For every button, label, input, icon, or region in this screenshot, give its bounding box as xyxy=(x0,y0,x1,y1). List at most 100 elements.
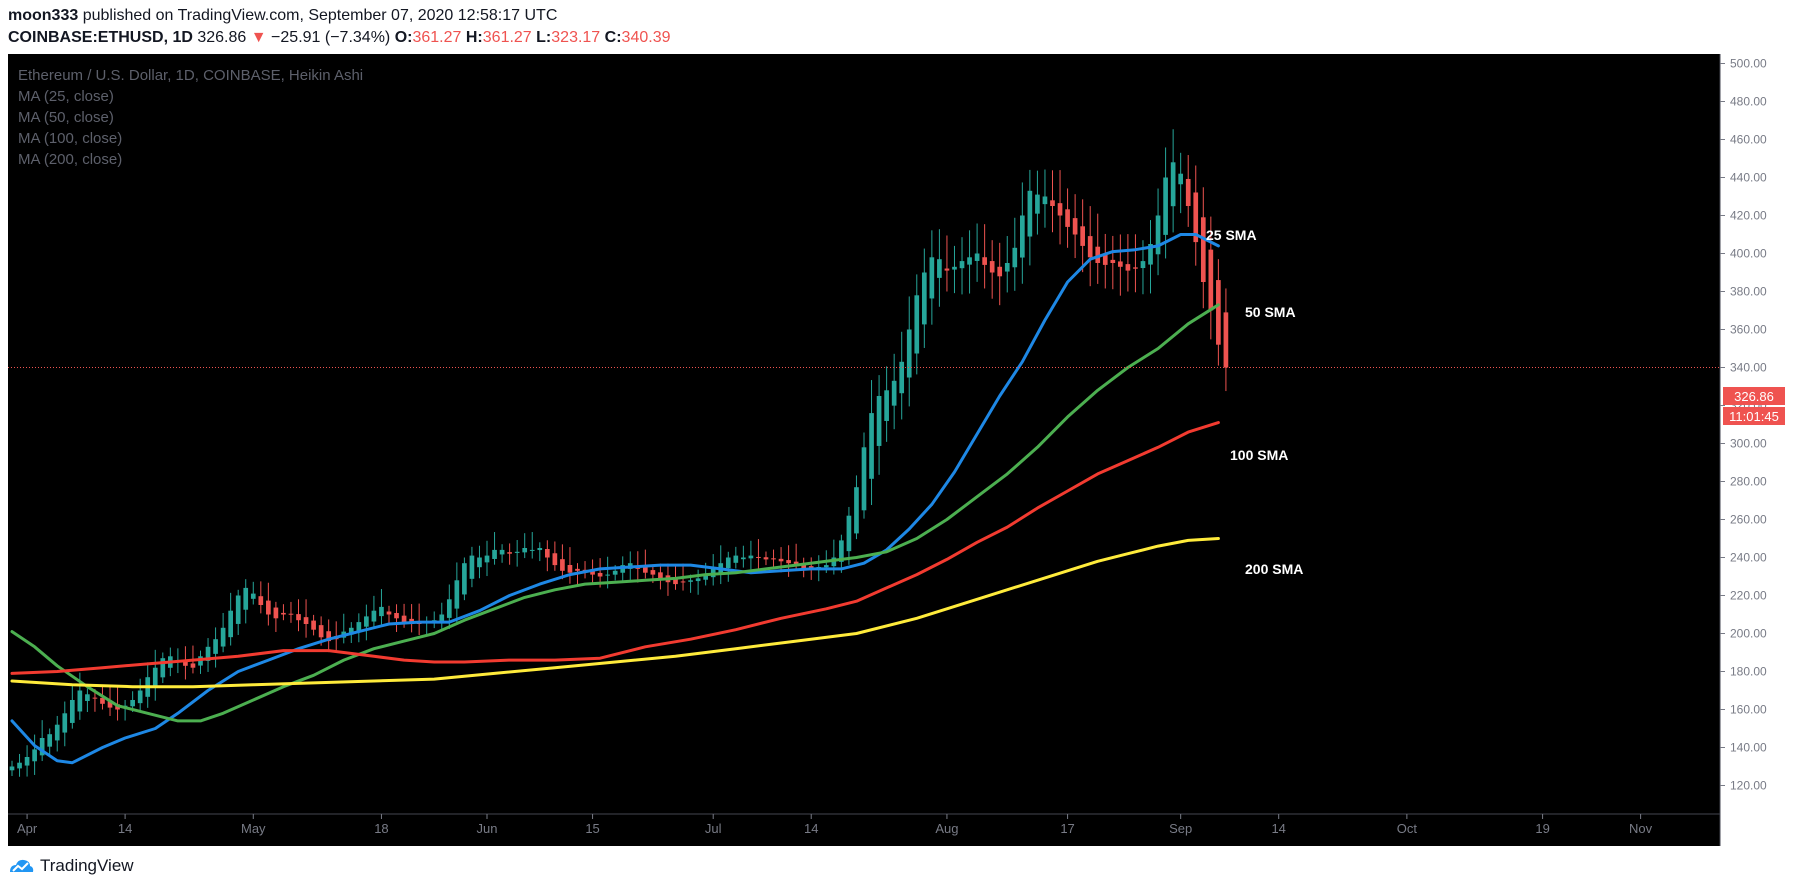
candle-body xyxy=(190,663,196,668)
candle-body xyxy=(348,627,354,635)
price-tick-label: 380.00 xyxy=(1730,285,1767,299)
candle-body xyxy=(235,595,241,624)
time-tick-label: 14 xyxy=(118,821,132,836)
candle-body xyxy=(959,261,965,269)
candle-body xyxy=(529,549,535,551)
candle-body xyxy=(1193,192,1199,243)
candle-body xyxy=(250,593,256,599)
candle-body xyxy=(205,646,211,661)
candle-body xyxy=(9,766,15,771)
candle-body xyxy=(695,578,701,582)
candle-body xyxy=(786,560,791,564)
candle-body xyxy=(1208,249,1214,311)
candle-body xyxy=(929,257,935,299)
price-tick-label: 480.00 xyxy=(1730,95,1767,109)
last-price-tag xyxy=(1723,387,1785,405)
candle-body xyxy=(869,413,874,479)
ma-50-line xyxy=(10,303,1220,723)
candle-body xyxy=(1080,226,1085,246)
price-chart[interactable]: Ethereum / U.S. Dollar, 1D, COINBASE, He… xyxy=(8,54,1788,846)
annotation-50-sma: 50 SMA xyxy=(1245,304,1296,320)
candle-body xyxy=(725,557,731,569)
time-tick-label: 18 xyxy=(374,821,388,836)
candle-body xyxy=(575,568,580,571)
candle-body xyxy=(69,700,75,723)
open-label: O: xyxy=(394,29,413,46)
candle-body xyxy=(47,734,53,747)
candle-body xyxy=(1133,267,1138,269)
candle-body xyxy=(1057,203,1063,216)
price-tick-label: 340.00 xyxy=(1730,361,1767,375)
price-tick-label: 400.00 xyxy=(1730,247,1767,261)
candle-body xyxy=(371,610,377,622)
low-label: L: xyxy=(536,29,552,46)
time-tick-label: 15 xyxy=(585,821,599,836)
candle-body xyxy=(1155,215,1161,255)
candle-body xyxy=(733,555,739,563)
candle-body xyxy=(303,617,309,624)
candle-body xyxy=(688,580,693,582)
candle-body xyxy=(446,599,452,618)
candle-body xyxy=(492,549,497,559)
candle-body xyxy=(1087,236,1093,258)
candle-body xyxy=(477,557,482,568)
candle-body xyxy=(823,565,829,568)
time-tick-label: Aug xyxy=(935,821,958,836)
price-tick-label: 460.00 xyxy=(1730,133,1767,147)
candle-body xyxy=(281,612,286,615)
change: −25.91 (−7.34%) xyxy=(271,29,391,46)
candle-body xyxy=(499,549,505,555)
countdown-tag-text: 11:01:45 xyxy=(1729,409,1779,424)
candle-body xyxy=(1216,280,1221,345)
candle-body xyxy=(1140,261,1146,269)
price-axis[interactable]: 120.00 140.00 160.00 180.00 200.00 220.00 240.… xyxy=(1720,57,1767,793)
candle-body xyxy=(92,697,98,699)
candle-body xyxy=(846,515,852,552)
candle-body xyxy=(650,570,656,575)
candle-body xyxy=(605,574,610,576)
time-tick-label: Jul xyxy=(705,821,722,836)
time-tick-label: Apr xyxy=(17,821,38,836)
candle-body xyxy=(741,557,746,560)
candle-body xyxy=(1065,209,1070,227)
open-value: 361.27 xyxy=(412,29,462,46)
candle-body xyxy=(1125,264,1131,271)
candle-body xyxy=(1118,261,1123,267)
high-value: 361.27 xyxy=(482,29,532,46)
tradingview-footer[interactable]: TradingView xyxy=(8,856,134,876)
candle-body xyxy=(544,549,550,558)
time-tick-label: 14 xyxy=(804,821,818,836)
candle-body xyxy=(266,600,271,615)
candle-body xyxy=(1148,244,1153,265)
candle-body xyxy=(854,487,859,534)
price-tick-label: 260.00 xyxy=(1730,513,1767,527)
time-tick-label: 14 xyxy=(1271,821,1285,836)
candle-body xyxy=(522,548,528,553)
price-tick-label: 500.00 xyxy=(1730,57,1767,71)
candle-body xyxy=(1050,200,1055,206)
close-label: C: xyxy=(604,29,622,46)
candle-body xyxy=(1012,247,1018,268)
price-tick-label: 280.00 xyxy=(1730,475,1767,489)
candle-body xyxy=(597,572,603,577)
price-tick-label: 240.00 xyxy=(1730,551,1767,565)
candle-body xyxy=(386,611,392,615)
price-tick-label: 140.00 xyxy=(1730,741,1767,755)
price-tick-label: 180.00 xyxy=(1730,665,1767,679)
symbol: COINBASE:ETHUSD, 1D xyxy=(8,29,193,46)
candle-body xyxy=(839,540,844,562)
annotation-25-sma: 25 SMA xyxy=(1206,227,1257,243)
candle-body xyxy=(748,555,754,559)
price-tick-label: 300.00 xyxy=(1730,437,1767,451)
candle-body xyxy=(107,700,113,708)
candle-body xyxy=(39,738,45,756)
candle-body xyxy=(1200,217,1206,282)
candle-body xyxy=(17,762,22,769)
candle-body xyxy=(356,622,362,632)
time-axis[interactable]: Apr 14 May 18 Jun 15 Jul 14 Aug 17 Sep 14 Oct 19 Nov xyxy=(17,814,1653,836)
price-tick-label: 120.00 xyxy=(1730,779,1767,793)
legend-ma25: MA (25, close) xyxy=(18,88,114,105)
candle-body xyxy=(891,380,897,406)
candle-body xyxy=(673,578,678,585)
symbol-line: COINBASE:ETHUSD, 1D 326.86 ▼ −25.91 (−7.… xyxy=(8,29,670,47)
